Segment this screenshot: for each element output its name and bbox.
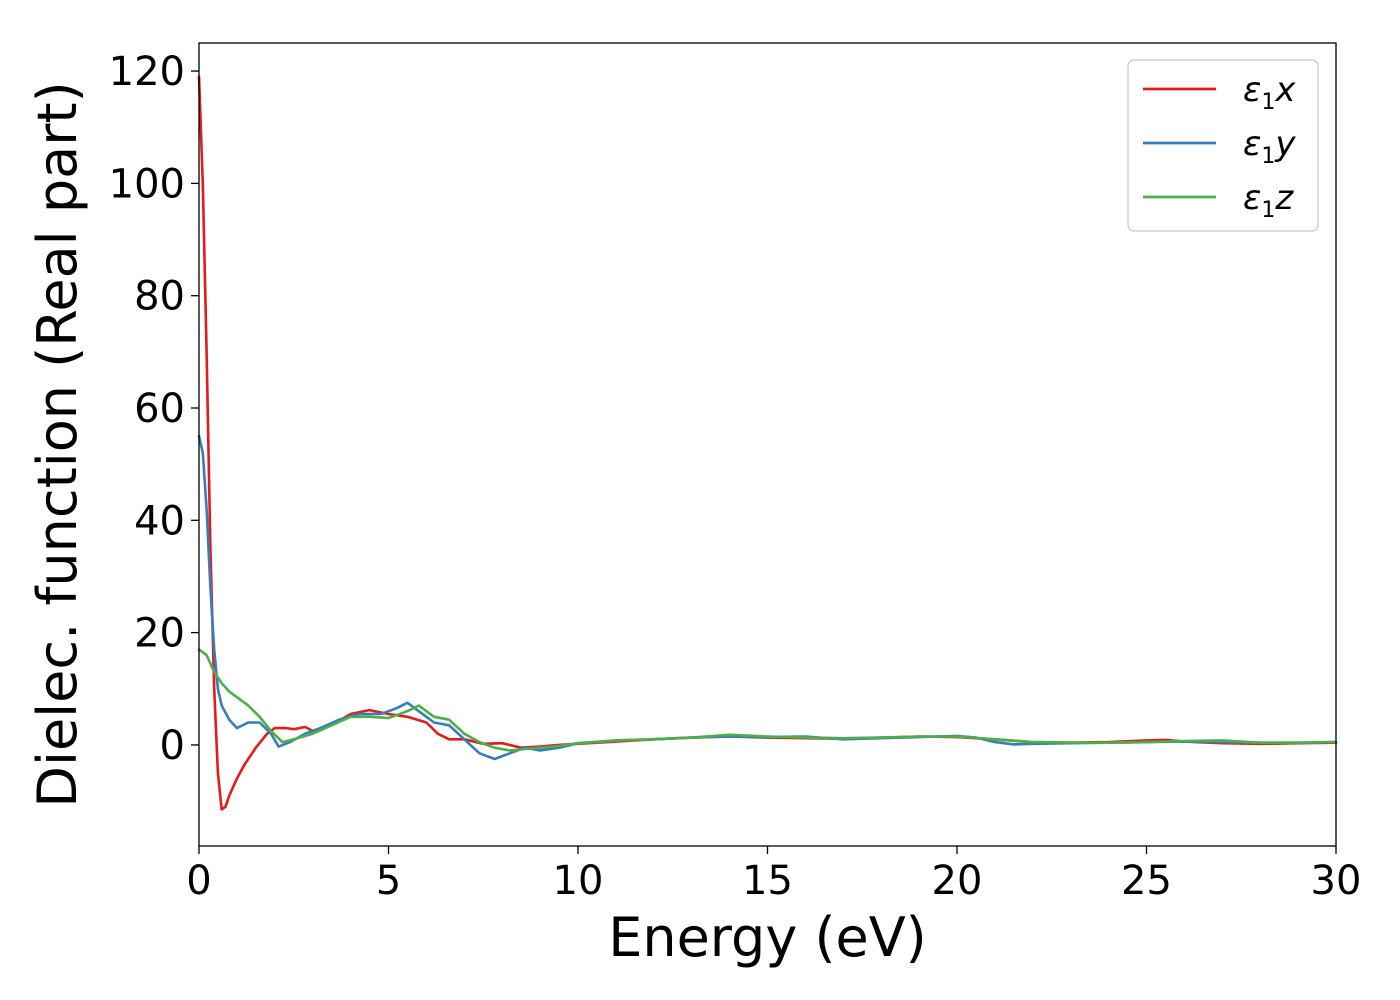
- legend-symbol: ε: [1243, 124, 1261, 164]
- y-tick-label: 40: [134, 498, 185, 544]
- legend-variable: x: [1274, 70, 1296, 110]
- x-tick-label: 10: [553, 858, 604, 904]
- legend-subscript: 1: [1261, 90, 1275, 115]
- legend-variable: z: [1274, 178, 1294, 218]
- x-tick-label: 0: [186, 858, 211, 904]
- legend-label-x: ε1x: [1243, 70, 1296, 115]
- series-line-y: [197, 434, 1338, 761]
- x-tick-label: 25: [1121, 858, 1172, 904]
- x-axis-title: Energy (eV): [608, 906, 927, 969]
- x-tick-label: 15: [742, 858, 793, 904]
- legend-label-y: ε1y: [1243, 124, 1296, 169]
- legend-variable: y: [1274, 124, 1296, 164]
- legend-subscript: 1: [1261, 198, 1275, 223]
- legend-label-z: ε1z: [1243, 178, 1294, 223]
- x-tick-label: 5: [376, 858, 401, 904]
- x-axis: 0 5 10 15 20 25 30: [186, 846, 1361, 904]
- y-axis-title: Dielec. function (Real part): [26, 81, 89, 807]
- legend-symbol: ε: [1243, 178, 1261, 218]
- series-line-z: [197, 648, 1338, 752]
- x-tick-label: 30: [1311, 858, 1362, 904]
- y-tick-label: 0: [160, 723, 185, 769]
- y-tick-label: 100: [109, 161, 185, 207]
- y-tick-label: 20: [134, 611, 185, 657]
- y-axis: 0 20 40 60 80 100 120: [109, 49, 199, 769]
- x-tick-label: 20: [932, 858, 983, 904]
- y-tick-label: 60: [134, 386, 185, 432]
- y-tick-label: 120: [109, 49, 185, 95]
- legend-symbol: ε: [1243, 70, 1261, 110]
- legend-box: [1127, 59, 1319, 232]
- y-tick-label: 80: [134, 274, 185, 320]
- series-layer: [197, 75, 1338, 811]
- legend-subscript: 1: [1261, 144, 1275, 169]
